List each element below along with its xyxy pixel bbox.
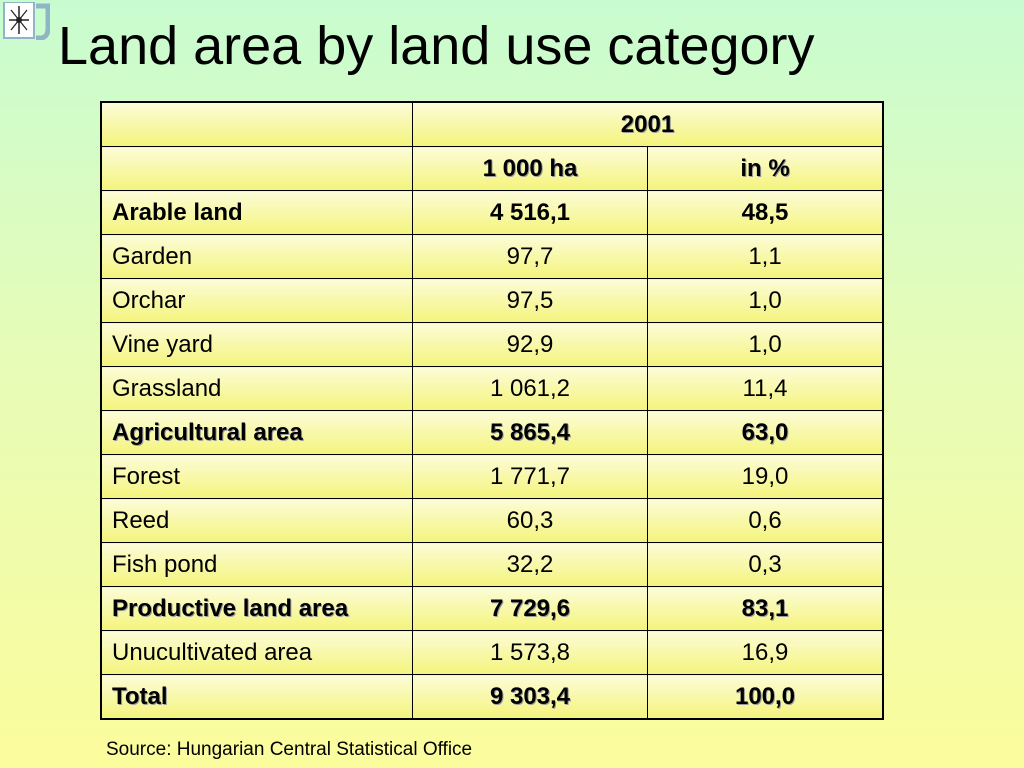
table-row: Arable land 4 516,1 48,5 [100,190,884,235]
table-subheader-row: 1 000 ha in % [100,146,884,191]
table-row: Unucultivated area 1 573,8 16,9 [100,630,884,675]
table-header-row: 2001 [100,101,884,147]
header-empty-cell [100,101,413,147]
percent-cell: 1,0 [647,322,884,367]
table-row: Agricultural area 5 865,4 63,0 [100,410,884,455]
category-cell: Agricultural area [100,410,413,455]
page-title: Land area by land use category [58,16,815,76]
category-cell: Orchar [100,278,413,323]
percent-cell: 0,3 [647,542,884,587]
hectares-cell: 60,3 [412,498,648,543]
hectares-cell: 4 516,1 [412,190,648,235]
percent-cell: 83,1 [647,586,884,631]
source-note: Source: Hungarian Central Statistical Of… [106,739,473,760]
percent-cell: 19,0 [647,454,884,499]
category-cell: Garden [100,234,413,279]
university-logo-icon [2,1,51,41]
category-cell: Productive land area [100,586,413,631]
table-row: Reed 60,3 0,6 [100,498,884,543]
hectares-cell: 97,5 [412,278,648,323]
percent-cell: 48,5 [647,190,884,235]
year-header: 2001 [412,101,884,147]
percent-cell: 1,0 [647,278,884,323]
category-cell: Fish pond [100,542,413,587]
category-cell: Forest [100,454,413,499]
table-row: Garden 97,7 1,1 [100,234,884,279]
col-header-ha: 1 000 ha [412,146,648,191]
table-row: Grassland 1 061,2 11,4 [100,366,884,411]
hectares-cell: 32,2 [412,542,648,587]
col-header-pct: in % [647,146,884,191]
hectares-cell: 1 771,7 [412,454,648,499]
category-cell: Vine yard [100,322,413,367]
table-row: Vine yard 92,9 1,0 [100,322,884,367]
percent-cell: 63,0 [647,410,884,455]
table-row: Orchar 97,5 1,0 [100,278,884,323]
subheader-empty-cell [100,146,413,191]
category-cell: Reed [100,498,413,543]
category-cell: Grassland [100,366,413,411]
table-row: Forest 1 771,7 19,0 [100,454,884,499]
table-row: Productive land area 7 729,6 83,1 [100,586,884,631]
category-cell: Unucultivated area [100,630,413,675]
percent-cell: 100,0 [647,674,884,720]
hectares-cell: 7 729,6 [412,586,648,631]
land-use-table: 2001 1 000 ha in % Arable land 4 516,1 48,… [100,101,884,720]
hectares-cell: 92,9 [412,322,648,367]
percent-cell: 16,9 [647,630,884,675]
percent-cell: 1,1 [647,234,884,279]
category-cell: Total [100,674,413,720]
category-cell: Arable land [100,190,413,235]
hectares-cell: 9 303,4 [412,674,648,720]
table-row: Total 9 303,4 100,0 [100,674,884,720]
hectares-cell: 1 061,2 [412,366,648,411]
hectares-cell: 97,7 [412,234,648,279]
table-row: Fish pond 32,2 0,3 [100,542,884,587]
hectares-cell: 1 573,8 [412,630,648,675]
percent-cell: 11,4 [647,366,884,411]
hectares-cell: 5 865,4 [412,410,648,455]
percent-cell: 0,6 [647,498,884,543]
